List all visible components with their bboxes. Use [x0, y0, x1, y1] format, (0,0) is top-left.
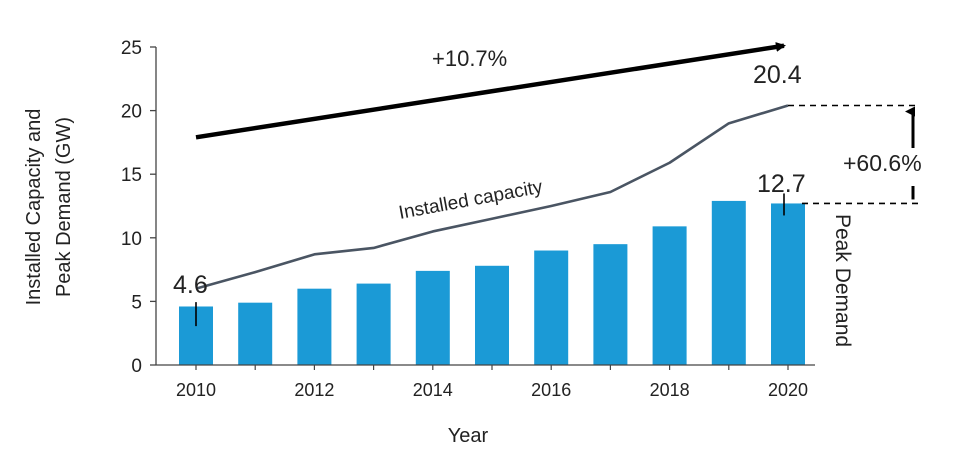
y-tick-label: 20: [121, 102, 142, 123]
bar-peak-demand: [711, 200, 746, 365]
bars-layer: [179, 200, 805, 365]
x-tick-label: 2012: [294, 380, 334, 400]
bar-peak-demand: [771, 203, 805, 365]
bar-peak-demand: [534, 250, 569, 365]
demand-end-label: 12.7: [757, 170, 806, 198]
y-tick-label: 0: [131, 356, 142, 377]
annot-layer: [195, 42, 918, 327]
growth-rate-label: +10.7%: [432, 46, 507, 71]
x-axis-title: Year: [448, 425, 489, 447]
y-tick-label: 10: [121, 229, 142, 250]
x-tick-label: 2018: [650, 380, 690, 400]
axis-layer: 0 5 10 15 20 25 2010 2012 2014 2016 2018 2020: [121, 38, 815, 400]
bar-peak-demand: [652, 226, 687, 365]
y-tick-label: 15: [121, 165, 142, 186]
bar-peak-demand: [297, 288, 332, 365]
capacity-start-label: 4.6: [173, 271, 208, 299]
bar-peak-demand: [415, 270, 450, 365]
bar-peak-demand: [356, 283, 391, 365]
capacity-end-label: 20.4: [753, 61, 802, 89]
bar-peak-demand: [593, 244, 628, 365]
y-axis-title-line2: Peak Demand (GW): [53, 117, 75, 297]
gap-label: +60.6%: [843, 150, 922, 176]
y-axis-title-line1: Installed Capacity and: [23, 109, 45, 306]
x-tick-label: 2016: [531, 380, 571, 400]
bar-peak-demand: [238, 302, 273, 365]
series-label-installed-capacity: Installed capacity: [397, 177, 545, 224]
y-tick-label: 5: [131, 292, 142, 313]
x-tick-label: 2010: [176, 380, 216, 400]
line-layer: [195, 104, 789, 290]
bar-peak-demand: [475, 265, 509, 365]
x-tick-label: 2020: [768, 380, 808, 400]
trend-arrow: [195, 42, 786, 140]
series-label-peak-demand: Peak Demand: [831, 214, 854, 347]
y-tick-label: 25: [121, 38, 142, 59]
line-installed-capacity: [195, 104, 789, 290]
x-tick-label: 2014: [413, 380, 453, 400]
